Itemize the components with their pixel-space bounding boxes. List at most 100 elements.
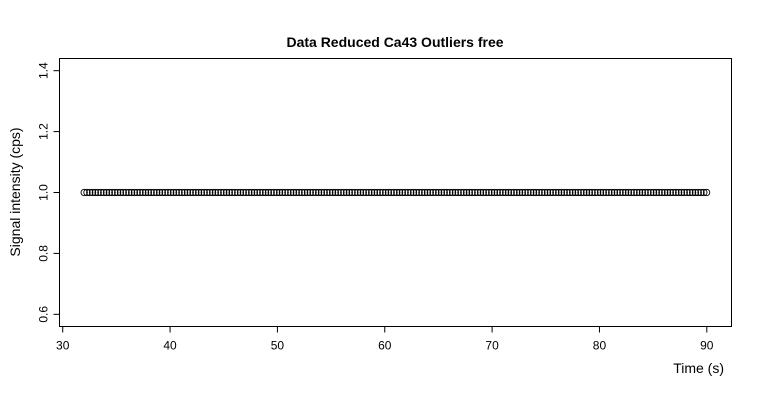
data-point bbox=[295, 188, 303, 197]
data-point bbox=[488, 188, 496, 197]
data-point bbox=[702, 188, 711, 197]
data-point bbox=[468, 188, 476, 197]
data-point bbox=[91, 188, 100, 197]
data-point bbox=[97, 188, 105, 197]
data-point bbox=[105, 188, 113, 197]
data-point bbox=[356, 188, 365, 197]
data-point bbox=[594, 188, 602, 197]
data-point bbox=[245, 188, 253, 197]
x-tick-label: 60 bbox=[378, 339, 392, 353]
data-point bbox=[691, 188, 700, 197]
data-point bbox=[83, 188, 91, 197]
x-axis: 30 40 50 60 70 80 90 bbox=[56, 326, 714, 353]
data-point bbox=[608, 188, 616, 197]
data-point bbox=[460, 188, 468, 197]
data-point bbox=[351, 188, 359, 197]
data-point bbox=[231, 188, 239, 197]
data-point bbox=[239, 188, 247, 197]
data-point bbox=[552, 188, 560, 197]
data-point bbox=[675, 188, 683, 197]
data-point bbox=[114, 188, 122, 197]
data-point bbox=[323, 188, 331, 197]
data-point bbox=[697, 188, 705, 197]
data-point bbox=[211, 188, 220, 197]
data-point bbox=[538, 188, 546, 197]
data-point bbox=[395, 188, 404, 197]
x-tick-label: 90 bbox=[700, 339, 714, 353]
data-point bbox=[658, 188, 666, 197]
data-point bbox=[633, 188, 641, 197]
data-point bbox=[666, 188, 674, 197]
data-point bbox=[161, 188, 169, 197]
data-point bbox=[172, 188, 180, 197]
data-point bbox=[568, 188, 577, 197]
data-point bbox=[242, 188, 250, 197]
data-point bbox=[270, 188, 278, 197]
data-point bbox=[303, 188, 312, 197]
data-point bbox=[471, 188, 479, 197]
data-point bbox=[312, 188, 320, 197]
y-tick-label: 0.8 bbox=[37, 245, 51, 262]
y-axis-label: Signal intensity (cps) bbox=[7, 127, 23, 256]
data-point bbox=[683, 188, 691, 197]
data-point bbox=[610, 188, 619, 197]
data-point bbox=[700, 188, 708, 197]
data-point bbox=[189, 188, 197, 197]
data-point bbox=[342, 188, 351, 197]
data-point bbox=[320, 188, 328, 197]
data-point bbox=[317, 188, 326, 197]
data-point bbox=[490, 188, 499, 197]
data-point bbox=[264, 188, 273, 197]
data-point bbox=[387, 188, 395, 197]
data-point bbox=[194, 188, 203, 197]
data-point bbox=[429, 188, 437, 197]
data-point bbox=[412, 188, 420, 197]
data-point bbox=[524, 188, 532, 197]
data-point bbox=[457, 188, 465, 197]
data-point bbox=[647, 188, 655, 197]
data-point bbox=[186, 188, 194, 197]
data-point bbox=[80, 188, 88, 197]
data-point bbox=[384, 188, 393, 197]
x-tick-label: 50 bbox=[271, 339, 285, 353]
data-point bbox=[549, 188, 557, 197]
data-point bbox=[426, 188, 434, 197]
data-point bbox=[178, 188, 186, 197]
data-point bbox=[88, 188, 97, 197]
data-point bbox=[663, 188, 672, 197]
data-point bbox=[130, 188, 139, 197]
data-point bbox=[206, 188, 214, 197]
data-point bbox=[535, 188, 543, 197]
data-point bbox=[404, 188, 412, 197]
data-point bbox=[580, 188, 588, 197]
data-point bbox=[203, 188, 211, 197]
data-point bbox=[125, 188, 133, 197]
data-point bbox=[181, 188, 189, 197]
x-tick-label: 30 bbox=[56, 339, 70, 353]
data-point bbox=[596, 188, 605, 197]
data-point bbox=[281, 188, 289, 197]
data-point bbox=[510, 188, 518, 197]
data-point bbox=[345, 188, 353, 197]
data-point bbox=[599, 188, 607, 197]
data-point bbox=[401, 188, 409, 197]
data-point bbox=[627, 188, 635, 197]
data-point bbox=[485, 188, 493, 197]
data-point bbox=[521, 188, 529, 197]
data-point bbox=[546, 188, 554, 197]
data-point bbox=[571, 188, 580, 197]
data-point bbox=[518, 188, 527, 197]
data-point bbox=[381, 188, 390, 197]
data-point bbox=[267, 188, 275, 197]
data-point bbox=[220, 188, 228, 197]
x-axis-label: Time (s) bbox=[673, 360, 724, 376]
data-point bbox=[139, 188, 147, 197]
data-point bbox=[164, 188, 172, 197]
data-point bbox=[326, 188, 334, 197]
data-point bbox=[175, 188, 183, 197]
data-point bbox=[328, 188, 337, 197]
data-point bbox=[541, 188, 549, 197]
data-point bbox=[462, 188, 471, 197]
data-point bbox=[680, 188, 688, 197]
data-point bbox=[155, 188, 164, 197]
